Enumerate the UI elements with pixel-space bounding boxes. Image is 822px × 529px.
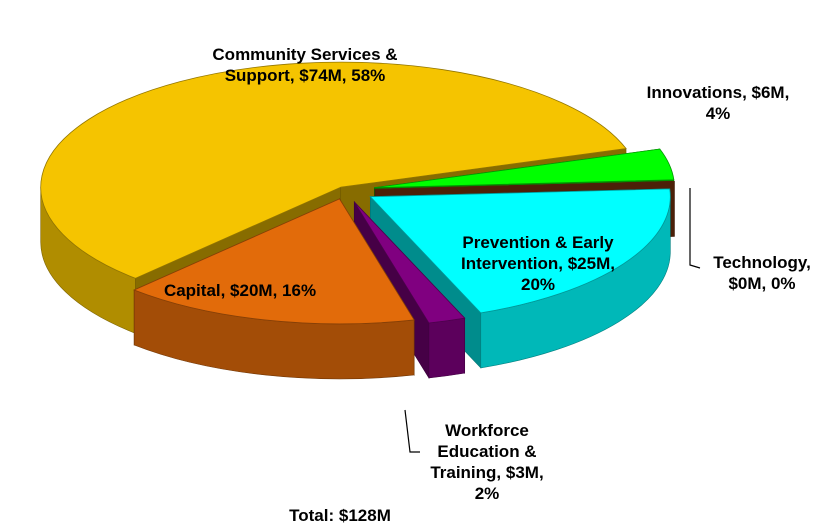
label-line: 20% [521, 275, 555, 294]
label-line: Education & [437, 442, 536, 461]
pie [40, 61, 675, 380]
leader-line [689, 188, 701, 269]
slice-side [428, 317, 466, 379]
label-line: Support, $74M, 58% [225, 66, 386, 85]
label-line: Training, $3M, [430, 463, 543, 482]
data-label: Community Services & Support, $74M, 58% [212, 45, 397, 85]
label-line: 4% [706, 104, 731, 123]
label-line: Technology, [713, 253, 811, 272]
total-label: Total: $128M [289, 506, 391, 525]
label-line: Prevention & Early [462, 233, 614, 252]
labels: Innovations, $6M, 4% Technology, $0M, 0% Pre… [164, 45, 811, 503]
slice [369, 188, 671, 314]
leader-line [404, 409, 420, 453]
label-line: Capital, $20M, 16% [164, 281, 316, 300]
data-label: Innovations, $6M, 4% [647, 83, 790, 123]
slice [133, 197, 415, 380]
data-label: Prevention & Early Intervention, $25M, 20% [461, 233, 615, 294]
label-line: 2% [475, 484, 500, 503]
data-label: Technology, $0M, 0% [713, 253, 811, 293]
label-line: Community Services & [212, 45, 397, 64]
slice [133, 198, 415, 325]
label-line: Workforce [445, 421, 529, 440]
label-line: Innovations, $6M, [647, 83, 790, 102]
slice [374, 148, 675, 189]
data-label: Capital, $20M, 16% [164, 281, 316, 300]
label-line: Intervention, $25M, [461, 254, 615, 273]
slice [40, 61, 627, 279]
data-label: Workforce Education & Training, $3M, 2% [430, 421, 543, 503]
slice [353, 201, 466, 324]
label-line: $0M, 0% [728, 274, 795, 293]
